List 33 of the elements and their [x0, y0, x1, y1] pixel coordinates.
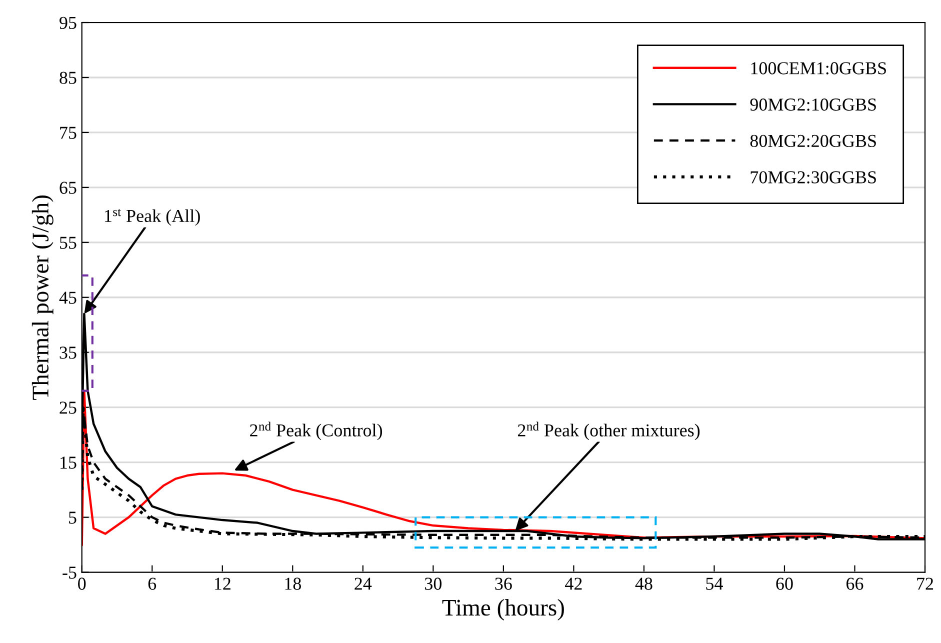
- x-tick-label: 6: [148, 578, 156, 590]
- legend-label: 90MG2:10GGBS: [750, 98, 876, 111]
- annotation: 2$^{nd}$ Peak (other mixtures): [518, 422, 700, 440]
- x-tick-label: 66: [846, 578, 864, 590]
- x-tick-label: 72: [917, 578, 934, 590]
- legend-label: 100CEM1:0GGBS: [751, 62, 886, 74]
- legend-label: 80MG2:20GGBS: [750, 134, 876, 148]
- y-tick-label: 65: [60, 182, 76, 194]
- y-tick-label: 35: [60, 346, 76, 359]
- x-axis-title: Time (hours): [442, 599, 564, 620]
- y-tick-label: -5: [62, 566, 76, 579]
- legend-label: 70MG2:30GGBS: [750, 171, 876, 184]
- y-axis-title: Thermal power (J/gh): [32, 195, 54, 400]
- x-tick-label: 0: [78, 578, 86, 590]
- y-tick-label: 15: [60, 456, 76, 469]
- y-tick-label: 85: [60, 72, 76, 84]
- annotation: 1$^{st}$ Peak (All): [105, 208, 200, 226]
- x-tick-label: 42: [565, 578, 582, 590]
- x-tick-label: 60: [776, 578, 793, 590]
- y-tick-label: 5: [69, 512, 76, 524]
- x-tick-label: 36: [495, 578, 512, 590]
- y-tick-label: 55: [60, 236, 76, 249]
- y-tick-label: 95: [60, 16, 76, 29]
- y-tick-label: 45: [59, 292, 76, 304]
- x-tick-label: 54: [706, 578, 723, 590]
- x-tick-label: 30: [425, 578, 442, 590]
- y-tick-label: 75: [60, 126, 76, 139]
- y-tick-label: 25: [60, 402, 76, 414]
- annotation: 2$^{nd}$ Peak (Control): [250, 422, 382, 440]
- x-tick-label: 18: [285, 578, 301, 590]
- x-tick-label: 48: [635, 578, 652, 590]
- x-tick-label: 12: [214, 578, 230, 590]
- x-tick-label: 24: [354, 578, 372, 590]
